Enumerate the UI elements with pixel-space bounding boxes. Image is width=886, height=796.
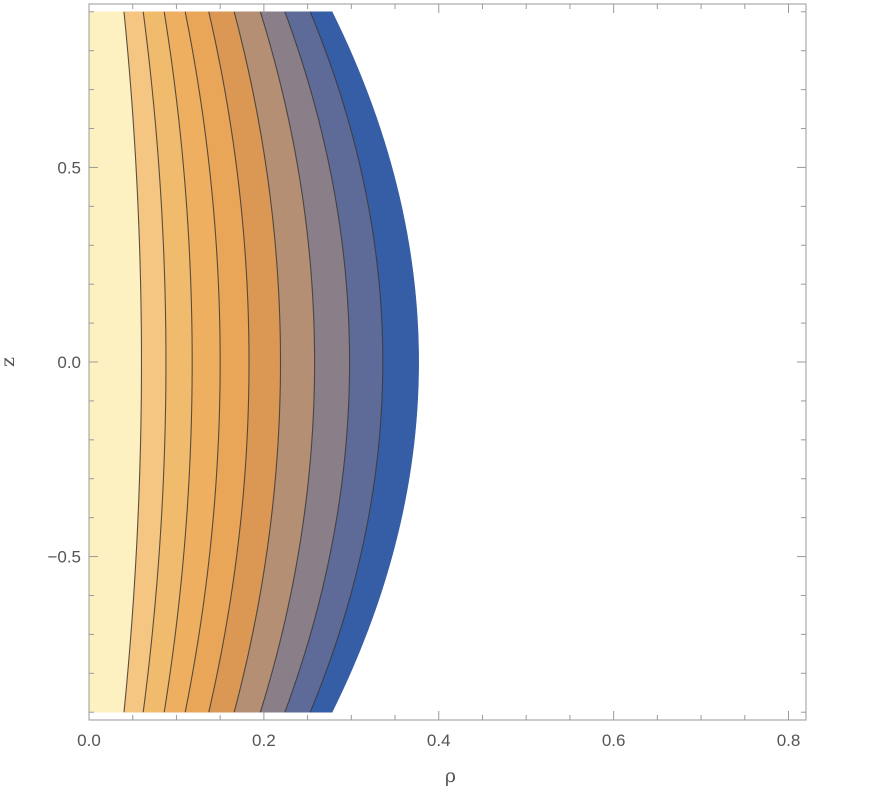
contour-line [233,11,282,713]
x-tick-label: 0.4 [427,731,451,750]
contour-line [123,11,143,713]
contour-line [184,11,221,713]
contour-line [259,11,316,713]
x-tick-label: 0.8 [777,731,801,750]
contour-bands [88,11,419,713]
x-tick-label: 0.2 [252,731,276,750]
contour-line [284,11,351,713]
x-tick-label: 0.6 [602,731,626,750]
y-tick-label: 0.0 [57,353,81,372]
y-tick-label: 0.5 [57,158,81,177]
x-tick-labels: 0.0 0.2 0.4 0.6 0.8 [77,731,800,750]
y-tick-labels: −0.5 0.0 0.5 [47,158,81,566]
x-axis-label: ρ [445,765,456,787]
contour-line [208,11,250,713]
contour-line [309,11,384,713]
x-tick-label: 0.0 [77,731,101,750]
y-axis-label: z [0,357,19,367]
y-tick-label: −0.5 [47,548,81,567]
contour-line [163,11,193,713]
contour-line [142,11,167,713]
contour-lines [123,11,384,713]
axis-ticks [88,4,806,720]
